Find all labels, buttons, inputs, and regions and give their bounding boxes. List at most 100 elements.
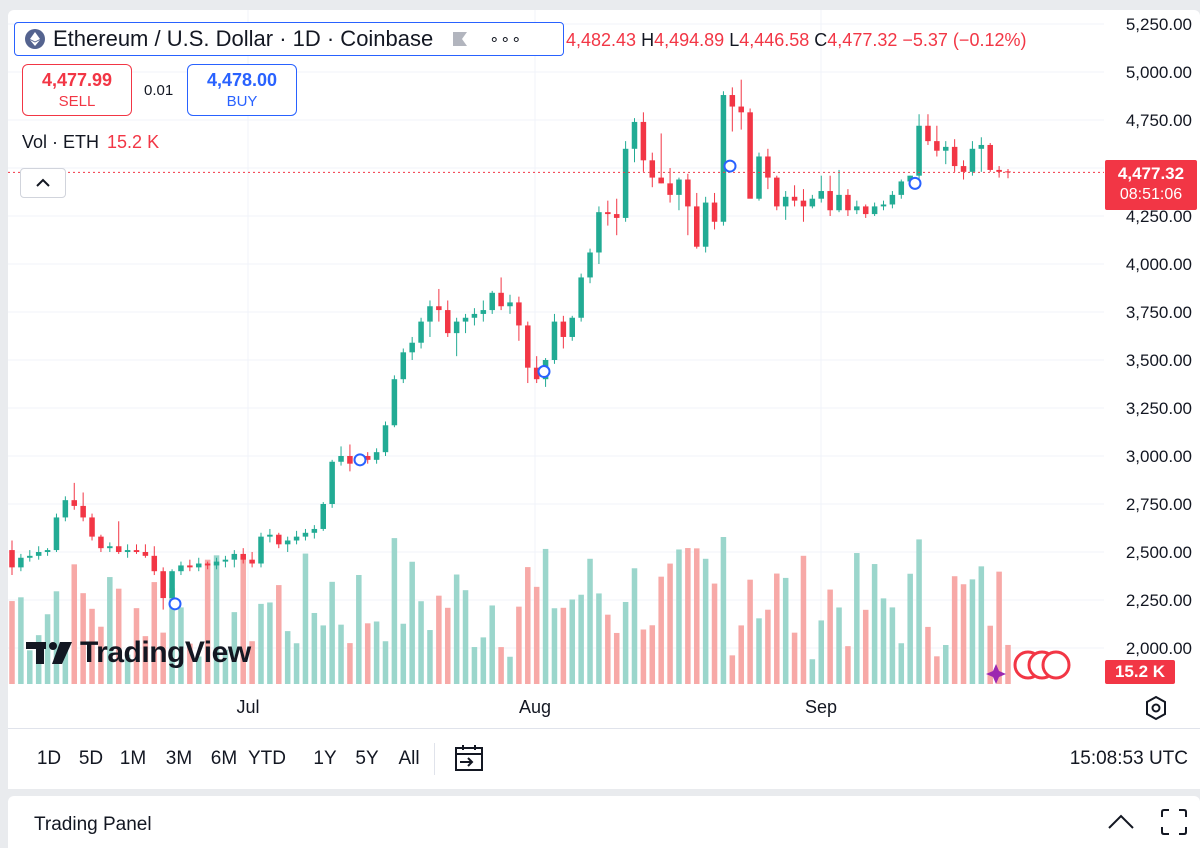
candle-body xyxy=(960,166,967,172)
volume-bar xyxy=(178,607,184,684)
range-button-1m[interactable]: 1M xyxy=(119,748,147,769)
tradingview-logo: TradingView xyxy=(26,636,251,670)
chart-settings-button[interactable] xyxy=(1143,695,1169,721)
chevron-up-icon[interactable] xyxy=(1106,810,1136,834)
range-button-ytd[interactable]: YTD xyxy=(248,748,286,769)
time-axis-label: Sep xyxy=(805,697,837,717)
range-button-3m[interactable]: 3M xyxy=(165,748,193,769)
volume-bar xyxy=(747,579,753,684)
candle-body xyxy=(702,202,709,247)
volume-bar xyxy=(115,588,122,684)
ethereum-logo-icon xyxy=(25,29,45,49)
candle-body xyxy=(382,425,389,453)
candle-body xyxy=(596,212,602,253)
volume-bar xyxy=(356,574,362,684)
price-axis-label: 4,750.00 xyxy=(1126,111,1192,130)
volume-label: Vol · ETH xyxy=(22,132,100,152)
candle-body xyxy=(302,532,309,537)
volume-bar xyxy=(587,558,593,684)
go-to-date-icon[interactable] xyxy=(452,743,486,775)
candle-body xyxy=(311,528,318,533)
symbol-info-box[interactable]: Ethereum / U.S. Dollar · 1D · Coinbase ∘… xyxy=(14,22,564,56)
candle-body xyxy=(71,500,78,506)
volume-bar xyxy=(151,582,158,684)
volume-bar xyxy=(951,576,958,684)
range-button-1y[interactable]: 1Y xyxy=(313,748,337,769)
maximize-icon[interactable] xyxy=(1160,808,1188,836)
spread-value: 0.01 xyxy=(144,82,174,99)
buy-button[interactable]: 4,478.00 BUY xyxy=(187,64,297,116)
candle-body xyxy=(898,181,905,195)
volume-bar xyxy=(720,537,727,684)
volume-bar xyxy=(320,625,327,684)
volume-bar xyxy=(44,614,51,684)
candle-body xyxy=(204,563,211,566)
range-button-5y[interactable]: 5Y xyxy=(355,748,379,769)
candle-body xyxy=(809,198,816,207)
range-button-6m[interactable]: 6M xyxy=(210,748,238,769)
volume-bar xyxy=(640,629,647,684)
bottom-toolbar: 1D 5D 1M 3M 6M YTD 1Y 5Y All 15:08:53 UTC xyxy=(8,728,1200,789)
candle-body xyxy=(80,505,86,518)
flag-icon[interactable] xyxy=(451,31,469,47)
candle-body xyxy=(818,191,825,199)
volume-bar xyxy=(195,656,202,684)
volume-bar xyxy=(124,654,131,684)
volume-bar xyxy=(667,563,673,684)
volume-bar xyxy=(462,590,469,684)
volume-bar xyxy=(382,641,389,684)
candle-body xyxy=(489,292,495,311)
volume-bar xyxy=(693,548,700,684)
volume-bar xyxy=(267,602,273,684)
range-button-1d[interactable]: 1D xyxy=(36,748,62,769)
candle-body xyxy=(124,550,131,552)
utc-clock[interactable]: 15:08:53 UTC xyxy=(1069,748,1188,769)
volume-bar xyxy=(578,594,584,684)
high-label: H xyxy=(641,30,655,50)
volume-bar xyxy=(62,646,69,684)
range-button-5d[interactable]: 5D xyxy=(78,748,104,769)
candle-body xyxy=(711,202,718,222)
sell-button[interactable]: 4,477.99 SELL xyxy=(22,64,132,116)
volume-bar xyxy=(658,576,664,684)
volume-bar xyxy=(898,643,905,684)
volume-bar xyxy=(827,589,833,684)
trading-panel-header[interactable]: Trading Panel xyxy=(8,796,1200,848)
volume-legend-value: 15.2 K xyxy=(107,132,160,152)
volume-bar xyxy=(800,555,807,684)
volume-bar xyxy=(551,608,558,684)
candle-body xyxy=(934,141,940,151)
candle-body xyxy=(364,456,371,460)
candle-body xyxy=(756,156,762,199)
volume-bar xyxy=(596,593,602,684)
candle-body xyxy=(987,144,993,170)
volume-bar xyxy=(862,609,869,684)
candle-body xyxy=(916,125,922,176)
volume-bar xyxy=(142,636,149,684)
candle-body xyxy=(62,500,69,518)
candle-body xyxy=(107,546,113,549)
candle-body xyxy=(765,156,771,178)
candle-body xyxy=(951,146,958,167)
candle-body xyxy=(791,196,798,201)
candle-body xyxy=(693,206,700,247)
candle-body xyxy=(258,536,264,564)
range-button-all[interactable]: All xyxy=(398,748,420,769)
candle-body xyxy=(880,204,887,207)
volume-bar xyxy=(338,624,344,684)
volume-bar xyxy=(418,601,424,684)
candle-body xyxy=(98,536,104,549)
chart-canvas[interactable]: 5,250.005,000.004,750.004,500.004,250.00… xyxy=(8,10,1200,728)
collapse-legend-button[interactable] xyxy=(20,168,66,198)
volume-bar xyxy=(934,656,940,684)
brand-name: TradingView xyxy=(80,636,251,669)
candle-body xyxy=(133,550,140,552)
volume-bar xyxy=(9,601,15,684)
candle-body xyxy=(293,536,300,541)
more-options-icon[interactable]: ∘∘∘ xyxy=(489,31,523,48)
symbol-title: Ethereum / U.S. Dollar · 1D · Coinbase xyxy=(53,26,434,51)
volume-bar xyxy=(880,598,887,684)
volume-bar xyxy=(507,656,513,684)
volume-bar xyxy=(845,646,851,684)
candle-body xyxy=(213,561,220,566)
